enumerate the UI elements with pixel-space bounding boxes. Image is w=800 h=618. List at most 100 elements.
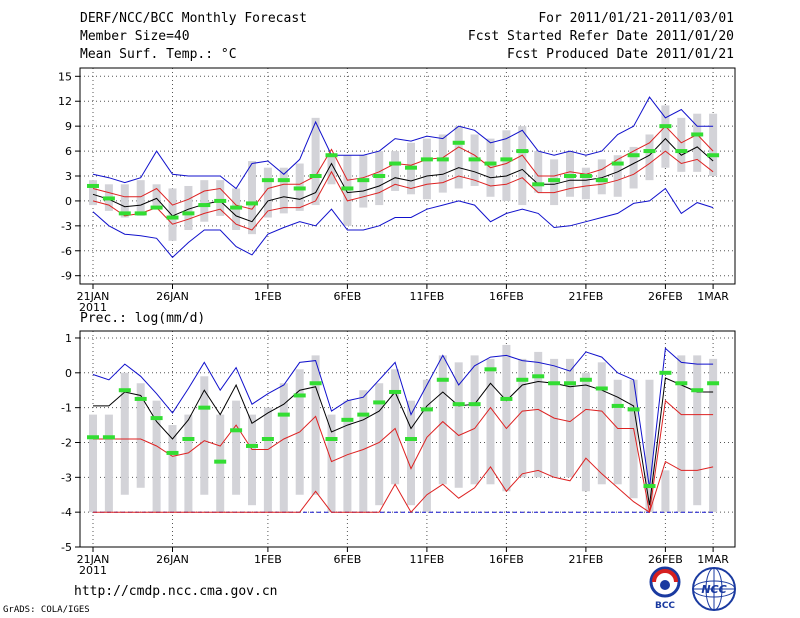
x-tick-label: 1MAR [697, 290, 729, 303]
median-marker [277, 178, 290, 183]
median-marker [675, 381, 688, 386]
ensemble-box [597, 362, 606, 485]
median-marker [214, 198, 227, 203]
median-marker [468, 402, 481, 407]
median-marker [102, 196, 115, 201]
median-marker [532, 374, 545, 379]
ensemble-box [359, 390, 368, 513]
median-marker [500, 396, 513, 401]
y-tick-label: 12 [58, 95, 72, 108]
ensemble-box [311, 117, 320, 206]
ensemble-box [693, 113, 702, 172]
ensemble-box [343, 400, 352, 513]
median-marker [611, 161, 624, 166]
median-marker [468, 157, 481, 162]
median-marker [532, 182, 545, 187]
ensemble-box [391, 151, 400, 191]
median-marker [484, 367, 497, 372]
ensemble-box [645, 379, 654, 513]
median-marker [500, 157, 513, 162]
x-year-label: 2011 [79, 564, 107, 577]
median-marker [516, 149, 529, 154]
median-marker [357, 412, 370, 417]
median-marker [87, 183, 99, 188]
x-tick-label: 6FEB [333, 553, 361, 566]
median-marker [341, 186, 354, 191]
envelope-upper-line [92, 96, 714, 190]
x-tick-label: 1FEB [254, 290, 282, 303]
source-url[interactable]: http://cmdp.ncc.cma.gov.cn [74, 584, 278, 599]
ensemble-box [566, 358, 574, 478]
median-marker [405, 165, 417, 170]
median-marker [675, 149, 688, 154]
ensemble-box [168, 188, 177, 241]
median-marker [214, 459, 227, 464]
median-marker [643, 149, 656, 154]
median-marker [261, 178, 274, 183]
ensemble-box [248, 414, 256, 506]
median-marker [230, 205, 243, 210]
y-tick-label: -3 [61, 471, 72, 484]
ensemble-box [693, 355, 702, 506]
ensemble-box [661, 105, 670, 168]
bcc-logo: BCC [649, 566, 681, 611]
median-marker [166, 450, 179, 455]
precipitation-panel: -5 -4 -3 -2 -1 0 1 21JAN 26JAN 1FEB 6FEB 11FEB 16FEB… [61, 330, 736, 577]
envelope-lower-line [92, 187, 714, 259]
median-marker [707, 381, 720, 386]
y-tick-label: 0 [65, 195, 72, 208]
median-marker [564, 174, 576, 178]
ensemble-box [629, 379, 638, 499]
ensemble-mean-line [93, 377, 714, 506]
x-tick-label: 26JAN [156, 553, 189, 566]
ensemble-box [216, 180, 225, 216]
x-tick-label: 1FEB [254, 553, 282, 566]
y-tick-label: 3 [65, 170, 72, 183]
ensemble-box [550, 159, 559, 206]
median-marker [611, 403, 624, 408]
x-year-label: 2011 [79, 301, 107, 314]
ensemble-box [89, 414, 97, 513]
ensemble-box [200, 376, 209, 495]
median-marker [405, 437, 417, 441]
grads-credit: GrADS: COLA/IGES [3, 605, 90, 615]
median-marker [325, 153, 338, 158]
ensemble-box [343, 155, 352, 226]
plot-frame [79, 330, 736, 548]
median-marker [691, 132, 704, 137]
ensemble-box [136, 180, 145, 216]
temperature-panel: -9 -6 -3 0 3 6 9 12 15 21JAN 26JAN 1FEB 6FEB 11FEB 16F… [58, 67, 736, 314]
ensemble-box [248, 161, 256, 235]
median-marker [166, 215, 179, 220]
median-marker [357, 178, 370, 183]
median-marker [246, 201, 258, 206]
x-tick-label: 26FEB [648, 290, 683, 303]
y-tick-label: 1 [65, 332, 72, 345]
y-tick-label: -4 [61, 506, 72, 519]
band-upper-line [92, 125, 714, 210]
ensemble-box [279, 167, 288, 214]
ensemble-box [327, 155, 336, 185]
median-marker [309, 381, 322, 386]
median-marker [707, 153, 720, 158]
median-marker [325, 437, 338, 441]
forecast-produced-date: Fcst Produced Date 2011/01/21 [507, 47, 734, 62]
ensemble-box [375, 383, 384, 506]
median-marker [659, 370, 672, 375]
ensemble-box [486, 358, 495, 485]
ensemble-box [263, 167, 272, 218]
median-marker [134, 211, 147, 216]
ensemble-box [502, 344, 511, 492]
ensemble-box [279, 383, 288, 513]
median-marker [150, 416, 163, 421]
median-marker [261, 437, 274, 441]
x-tick-label: 21JAN [77, 553, 110, 566]
ensemble-box [438, 355, 447, 485]
ensemble-box [327, 414, 336, 513]
median-marker [595, 178, 608, 183]
median-marker [246, 443, 258, 448]
x-tick-label: 11FEB [409, 553, 444, 566]
median-marker [341, 417, 354, 422]
median-marker [627, 153, 640, 158]
